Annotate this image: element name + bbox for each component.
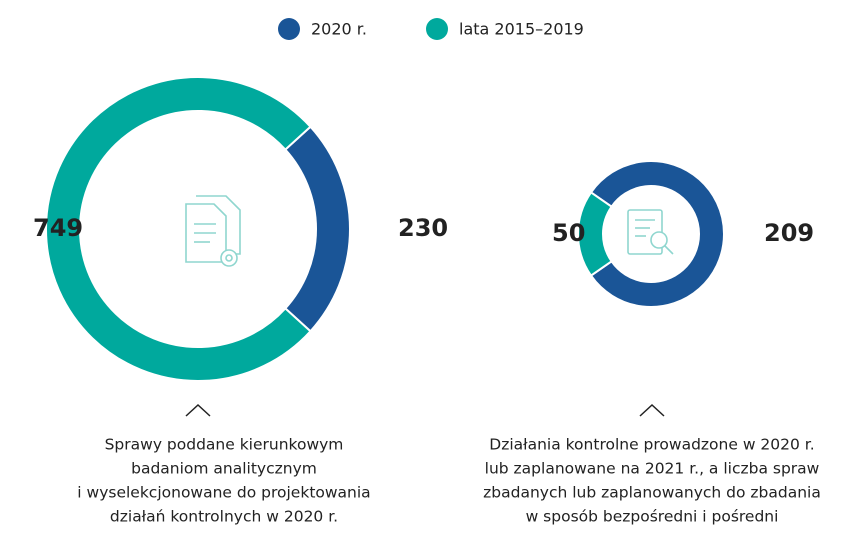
icon-search-document	[627, 209, 674, 255]
donut-segment	[589, 160, 725, 308]
chevron	[185, 403, 211, 417]
caption-line: i wyselekcjonowane do projektowania	[77, 484, 370, 502]
caption-line: działań kontrolnych w 2020 r.	[110, 508, 338, 526]
legend-swatch	[278, 18, 300, 40]
icon-documents	[185, 195, 241, 267]
value-label: 209	[764, 219, 814, 247]
value-label: 749	[33, 214, 83, 242]
value-label: 230	[398, 214, 448, 242]
donut-segment	[44, 76, 312, 382]
chevron	[639, 403, 665, 417]
caption-line: Sprawy poddane kierunkowym	[105, 436, 344, 454]
caption-line: Działania kontrolne prowadzone w 2020 r.	[489, 436, 814, 454]
caption-line: lub zaplanowane na 2021 r., a liczba spr…	[485, 460, 820, 478]
value-label: 50	[552, 219, 585, 247]
legend-label: lata 2015–2019	[459, 20, 584, 39]
legend-label: 2020 r.	[311, 20, 367, 39]
donut-segment	[283, 125, 351, 333]
caption-line: w sposób bezpośredni i pośredni	[526, 508, 779, 526]
legend-swatch	[426, 18, 448, 40]
caption-line: zbadanych lub zaplanowanych do zbadania	[483, 484, 821, 502]
caption-line: badaniom analitycznym	[131, 460, 317, 478]
donut-segment	[577, 190, 613, 278]
